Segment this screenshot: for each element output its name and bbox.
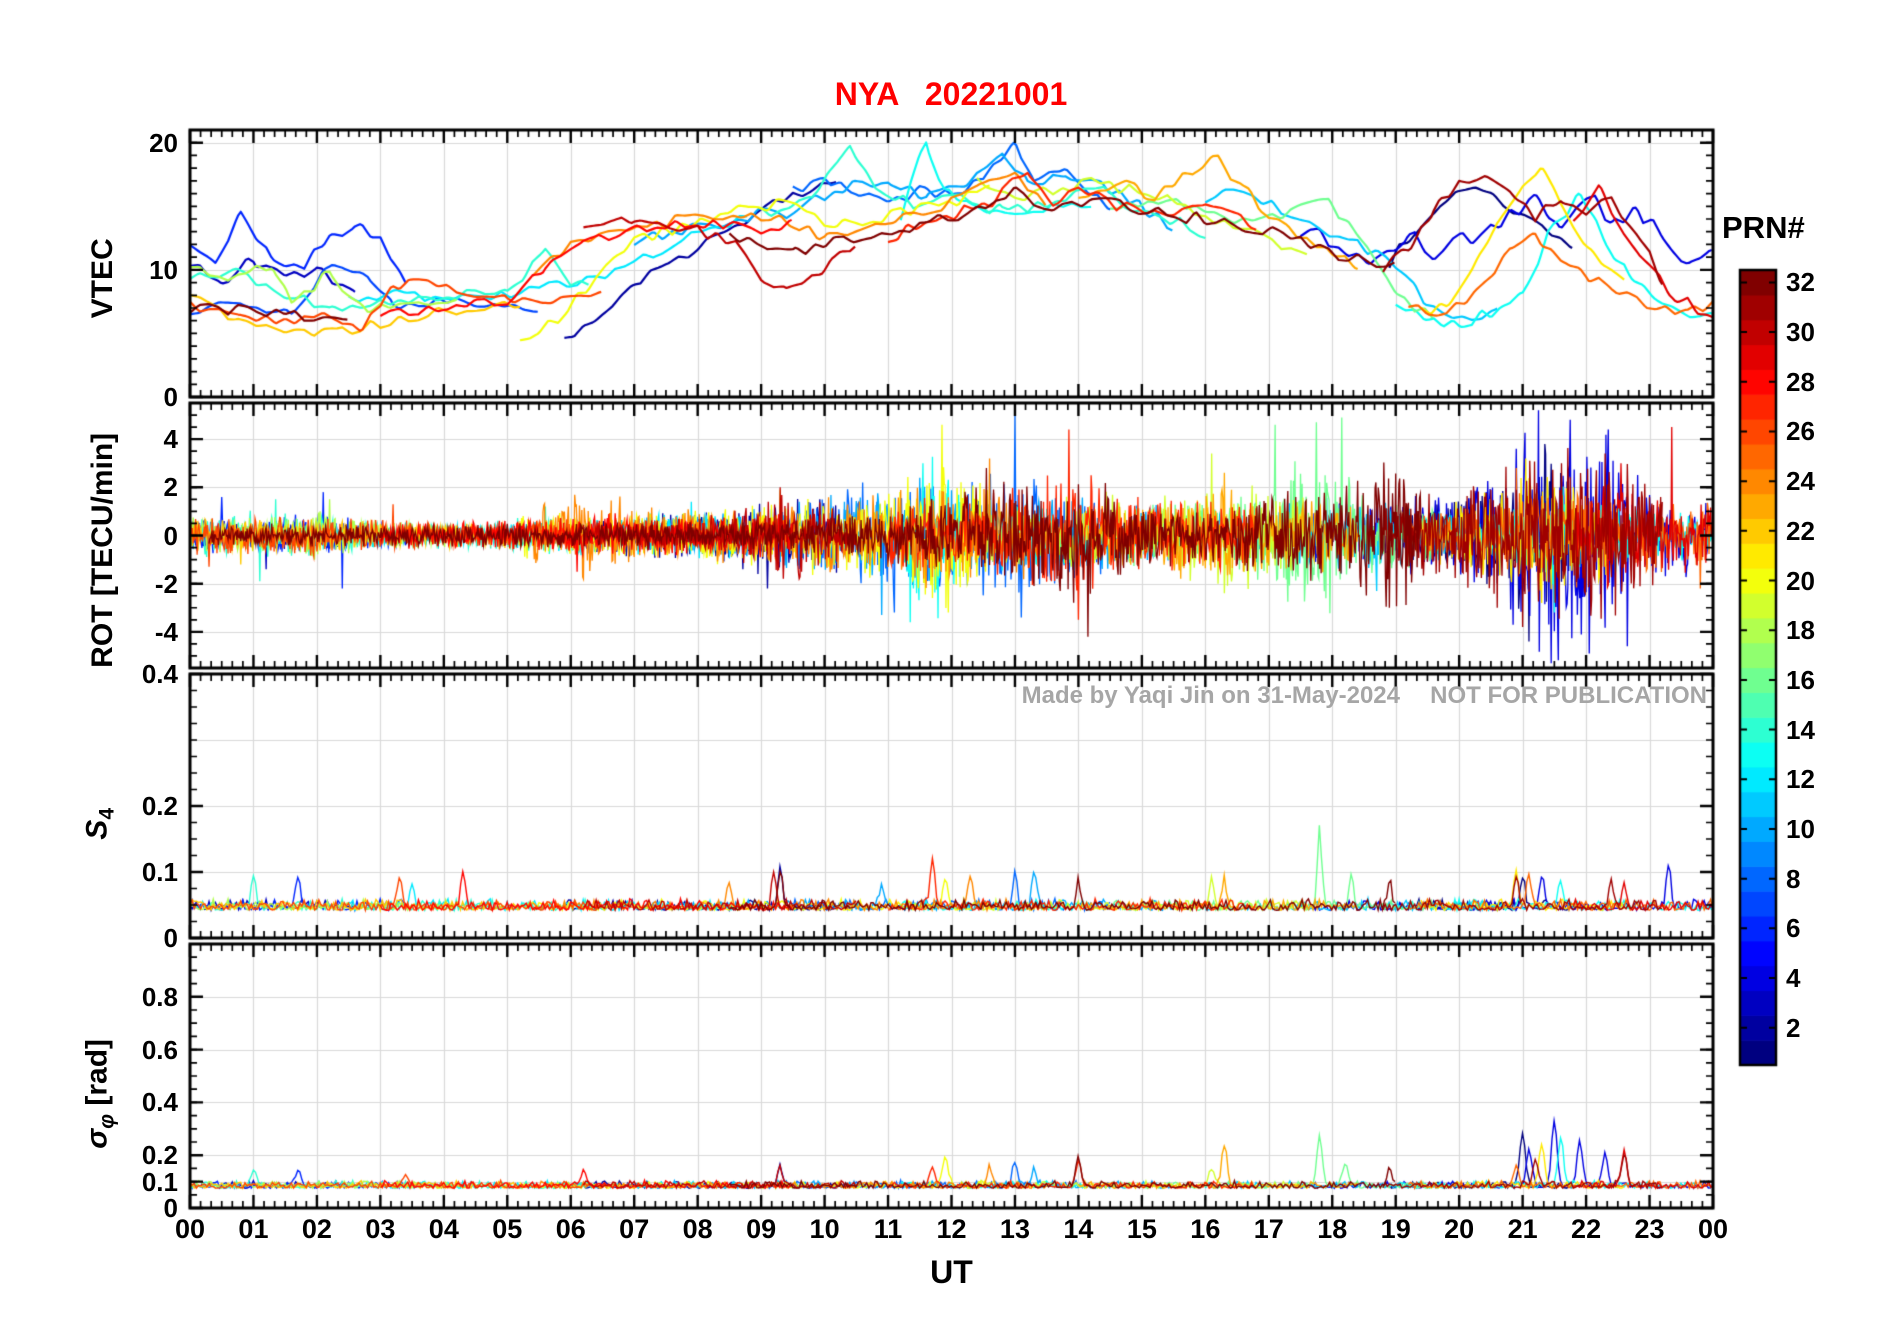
x-tick-label: 20 [1444,1214,1475,1244]
colorbar-title: PRN# [1722,210,1805,245]
x-tick-label: 19 [1380,1214,1411,1244]
chart-title: NYA 20221001 [834,76,1068,112]
x-tick-label: 12 [936,1214,967,1244]
colorbar-tick-label: 22 [1786,515,1815,546]
x-tick-label: 07 [619,1214,650,1244]
colorbar-tick-label: 4 [1786,963,1801,994]
y-tick-label: 2 [163,472,178,503]
x-tick-label: 22 [1571,1214,1602,1244]
x-tick-label: 04 [428,1214,459,1244]
colorbar-tick-label: 8 [1786,863,1801,894]
x-tick-label: 14 [1063,1214,1094,1244]
colorbar-tick-label: 14 [1786,714,1815,745]
x-tick-label: 01 [238,1214,269,1244]
colorbar-tick-label: 12 [1786,764,1815,795]
x-tick-label: 17 [1253,1214,1284,1244]
x-tick-label: 11 [873,1214,903,1244]
x-tick-label: 09 [746,1214,777,1244]
watermark-not-for-publication: NOT FOR PUBLICATION [1430,682,1707,709]
x-tick-label: 18 [1317,1214,1348,1244]
colorbar-tick-label: 28 [1786,366,1815,397]
x-axis-label: UT [930,1254,973,1290]
colorbar-tick-label: 24 [1786,466,1815,497]
sigma-phi-axis-label: σφ [rad] [80,1038,119,1149]
y-tick-label: 0.1 [141,1166,178,1197]
y-tick-label: -2 [154,568,178,599]
y-tick-label: 0.2 [141,1140,178,1171]
colorbar-tick-label: 30 [1786,317,1815,348]
y-tick-label: 0.2 [141,791,178,821]
x-tick-label: 23 [1634,1214,1665,1244]
y-tick-label: 0.4 [141,1087,178,1118]
x-tick-label: 06 [555,1214,586,1244]
x-tick-label: 21 [1507,1214,1538,1244]
colorbar-tick-label: 6 [1786,913,1801,944]
colorbar-tick-label: 2 [1786,1012,1801,1043]
x-tick-label: 08 [682,1214,713,1244]
colorbar-tick-label: 10 [1786,813,1815,844]
colorbar-tick-label: 16 [1786,664,1815,695]
x-tick-label: 10 [809,1214,840,1244]
y-tick-label: 0 [163,520,178,551]
x-tick-label: 16 [1190,1214,1221,1244]
x-tick-label: 00 [174,1214,206,1244]
x-tick-label: 00 [1697,1214,1729,1244]
colorbar-tick-label: 18 [1786,615,1815,646]
x-tick-label: 03 [365,1214,396,1244]
colorbar-tick-label: 20 [1786,565,1815,596]
y-tick-label: 0 [163,923,178,953]
x-tick-label: 13 [999,1214,1030,1244]
y-tick-label: 0.4 [141,659,178,689]
y-tick-label: 0 [163,1193,178,1223]
colorbar-tick-label: 26 [1786,416,1815,447]
y-tick-label: 0.1 [141,857,178,887]
y-tick-label: 4 [163,424,178,455]
x-tick-label: 05 [492,1214,523,1244]
colorbar-tick-label: 32 [1786,267,1815,298]
x-tick-label: 15 [1126,1214,1157,1244]
y-tick-label: 0 [163,382,178,412]
y-tick-label: 10 [149,254,178,285]
y-tick-label: 0.8 [141,981,178,1012]
x-tick-label: 02 [301,1214,332,1244]
y-tick-label: 0.6 [141,1034,178,1065]
y-tick-label: 20 [149,127,178,158]
y-tick-label: -4 [154,616,178,647]
watermark-made-by: Made by Yaqi Jin on 31-May-2024 [1021,682,1400,709]
